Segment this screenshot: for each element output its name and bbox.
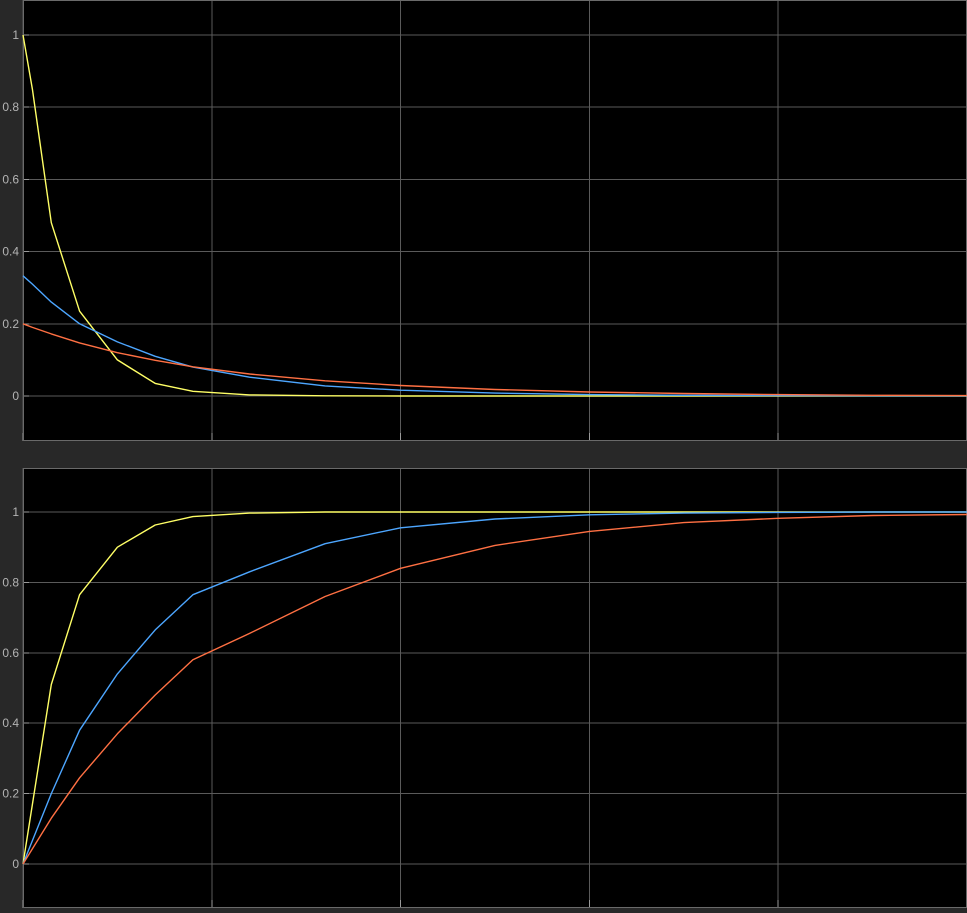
- y-tick-label: 0.2: [2, 317, 19, 331]
- y-tick-label: 0.6: [2, 646, 19, 660]
- y-tick-label: 0.8: [2, 100, 19, 114]
- series-line-2: [22, 511, 967, 865]
- y-tick-label: 1: [12, 505, 19, 519]
- plot-area[interactable]: [23, 0, 967, 441]
- series-line-3: [22, 323, 967, 397]
- y-tick-label: 0.2: [2, 787, 19, 801]
- y-tick-label: 1: [12, 28, 19, 42]
- plot-panel-2: 0 0.2 0.4 0.6 0.8 1: [2, 468, 967, 908]
- y-tick-label: 0: [12, 389, 19, 403]
- y-tick-label: 0.8: [2, 575, 19, 589]
- plot-panel-1: 0 0.2 0.4 0.6 0.8 1: [2, 0, 967, 441]
- y-tick-label: 0.6: [2, 172, 19, 186]
- plot-area[interactable]: [23, 468, 967, 908]
- y-tick-label: 0: [12, 857, 19, 871]
- series-line-2: [22, 275, 967, 397]
- series-line-3: [22, 513, 967, 865]
- y-tick-label: 0.4: [2, 245, 19, 259]
- y-tick-label: 0.4: [2, 716, 19, 730]
